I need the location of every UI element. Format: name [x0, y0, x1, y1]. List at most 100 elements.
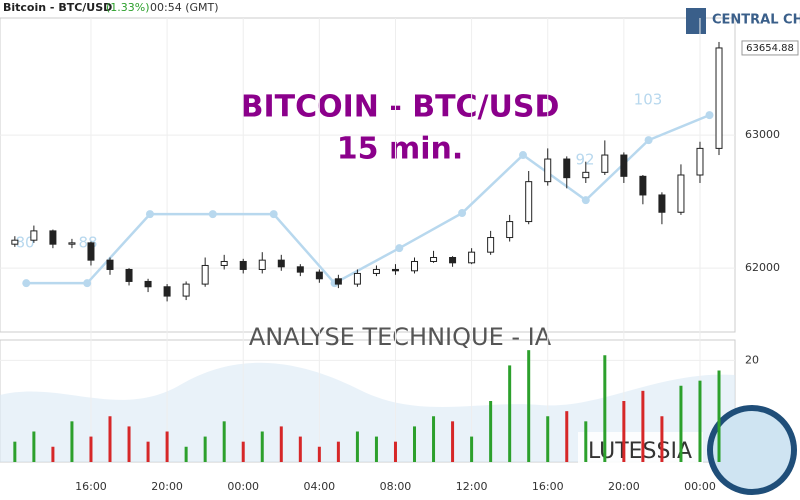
candle-body [30, 230, 38, 241]
volume-bar [451, 421, 455, 462]
candle-body [487, 237, 495, 253]
volume-bar [13, 441, 17, 462]
candle-body [125, 268, 133, 282]
logo-icon [686, 8, 706, 34]
indicator-line [26, 113, 710, 285]
indicator-point [22, 279, 31, 288]
candle-body [696, 147, 704, 176]
volume-bar [698, 380, 702, 462]
last-price: 63654.88 [746, 43, 794, 54]
candle-body [715, 47, 723, 149]
x-tick-label: 04:00 [303, 480, 335, 493]
candle-body [430, 256, 438, 262]
volume-bar [641, 390, 645, 462]
volume-bar [374, 436, 378, 462]
logo: CENTRAL CHARTS [712, 13, 800, 28]
decor-wave [0, 362, 735, 462]
x-tick-label: 16:00 [532, 480, 564, 493]
volume-bar [470, 436, 474, 462]
volume-bar [260, 431, 264, 462]
candle-body [353, 272, 361, 285]
volume-bar [32, 431, 36, 462]
volume-bar [717, 370, 721, 462]
indicator-point [644, 136, 653, 145]
indicator-point [208, 210, 217, 219]
volume-bar [51, 446, 55, 462]
candle-body [582, 171, 590, 179]
volume-bar [584, 421, 588, 462]
volume-bar [546, 416, 550, 462]
time: 00:54 (GMT) [150, 1, 219, 14]
candle-body [49, 230, 57, 245]
x-tick-label: 08:00 [380, 480, 412, 493]
indicator-point [83, 279, 92, 288]
symbol: Bitcoin - BTC/USD [3, 1, 112, 14]
volume-bar [298, 436, 302, 462]
volume-bar [413, 426, 417, 462]
candle-body [296, 266, 304, 273]
volume-bar [527, 350, 531, 462]
candle-body [220, 260, 228, 266]
analysis-label: ANALYSE TECHNIQUE - IA [249, 323, 552, 351]
avatar [707, 405, 797, 495]
volume-bar [393, 441, 397, 462]
candle-body [163, 286, 171, 297]
candle-body [239, 260, 247, 270]
candle-body [677, 174, 685, 213]
volume-bar [508, 365, 512, 462]
candle-body [658, 194, 666, 213]
indicator-point [705, 111, 714, 120]
volume-bar [70, 421, 74, 462]
candle-body [506, 221, 514, 239]
indicator-label: 103 [634, 91, 663, 109]
volume-bar [203, 436, 207, 462]
indicator-point [581, 196, 590, 205]
y-tick-label: 63000 [745, 128, 780, 141]
indicator-point [145, 210, 154, 219]
volume-bar [622, 401, 626, 462]
candle-body [258, 259, 266, 270]
volume-bar [565, 411, 569, 462]
candle-body [106, 259, 114, 270]
candle-body [468, 251, 476, 264]
candle-body [144, 280, 152, 288]
candle-body [639, 175, 647, 196]
volume-bar [222, 421, 226, 462]
volume-bar [89, 436, 93, 462]
x-tick-label: 20:00 [151, 480, 183, 493]
candle-body [563, 158, 571, 179]
indicator-point [518, 151, 527, 160]
volume-bar [241, 441, 245, 462]
indicator-label: 80 [15, 234, 34, 252]
volume-bar [489, 401, 493, 462]
volume-bar [336, 441, 340, 462]
volume-bar [279, 426, 283, 462]
x-tick-label: 00:00 [227, 480, 259, 493]
volume-bar [355, 431, 359, 462]
candle-body [334, 278, 342, 285]
candle-body [277, 259, 285, 268]
candle-body [411, 260, 419, 272]
candle-body [315, 271, 323, 280]
y-tick-label: 20 [745, 353, 759, 366]
volume-bar [108, 416, 112, 462]
candle-body [87, 242, 95, 261]
indicator-point [269, 210, 278, 219]
volume-bar [184, 446, 188, 462]
candle-body [11, 239, 19, 245]
y-tick-label: 62000 [745, 261, 780, 274]
overlay-title: BITCOIN - BTC/USD [241, 90, 560, 125]
candle-body [449, 256, 457, 264]
volume-bar [660, 416, 664, 462]
last-price-box [741, 40, 799, 56]
volume-bar [603, 355, 607, 462]
x-tick-label: 16:00 [75, 480, 107, 493]
volume-bar [317, 446, 321, 462]
candle-body [201, 264, 209, 285]
volume-bar [432, 416, 436, 462]
candle-body [391, 268, 399, 272]
candle-body [620, 154, 628, 177]
candle-body [68, 242, 76, 245]
volume-bar [127, 426, 131, 462]
x-tick-label: 12:00 [456, 480, 488, 493]
